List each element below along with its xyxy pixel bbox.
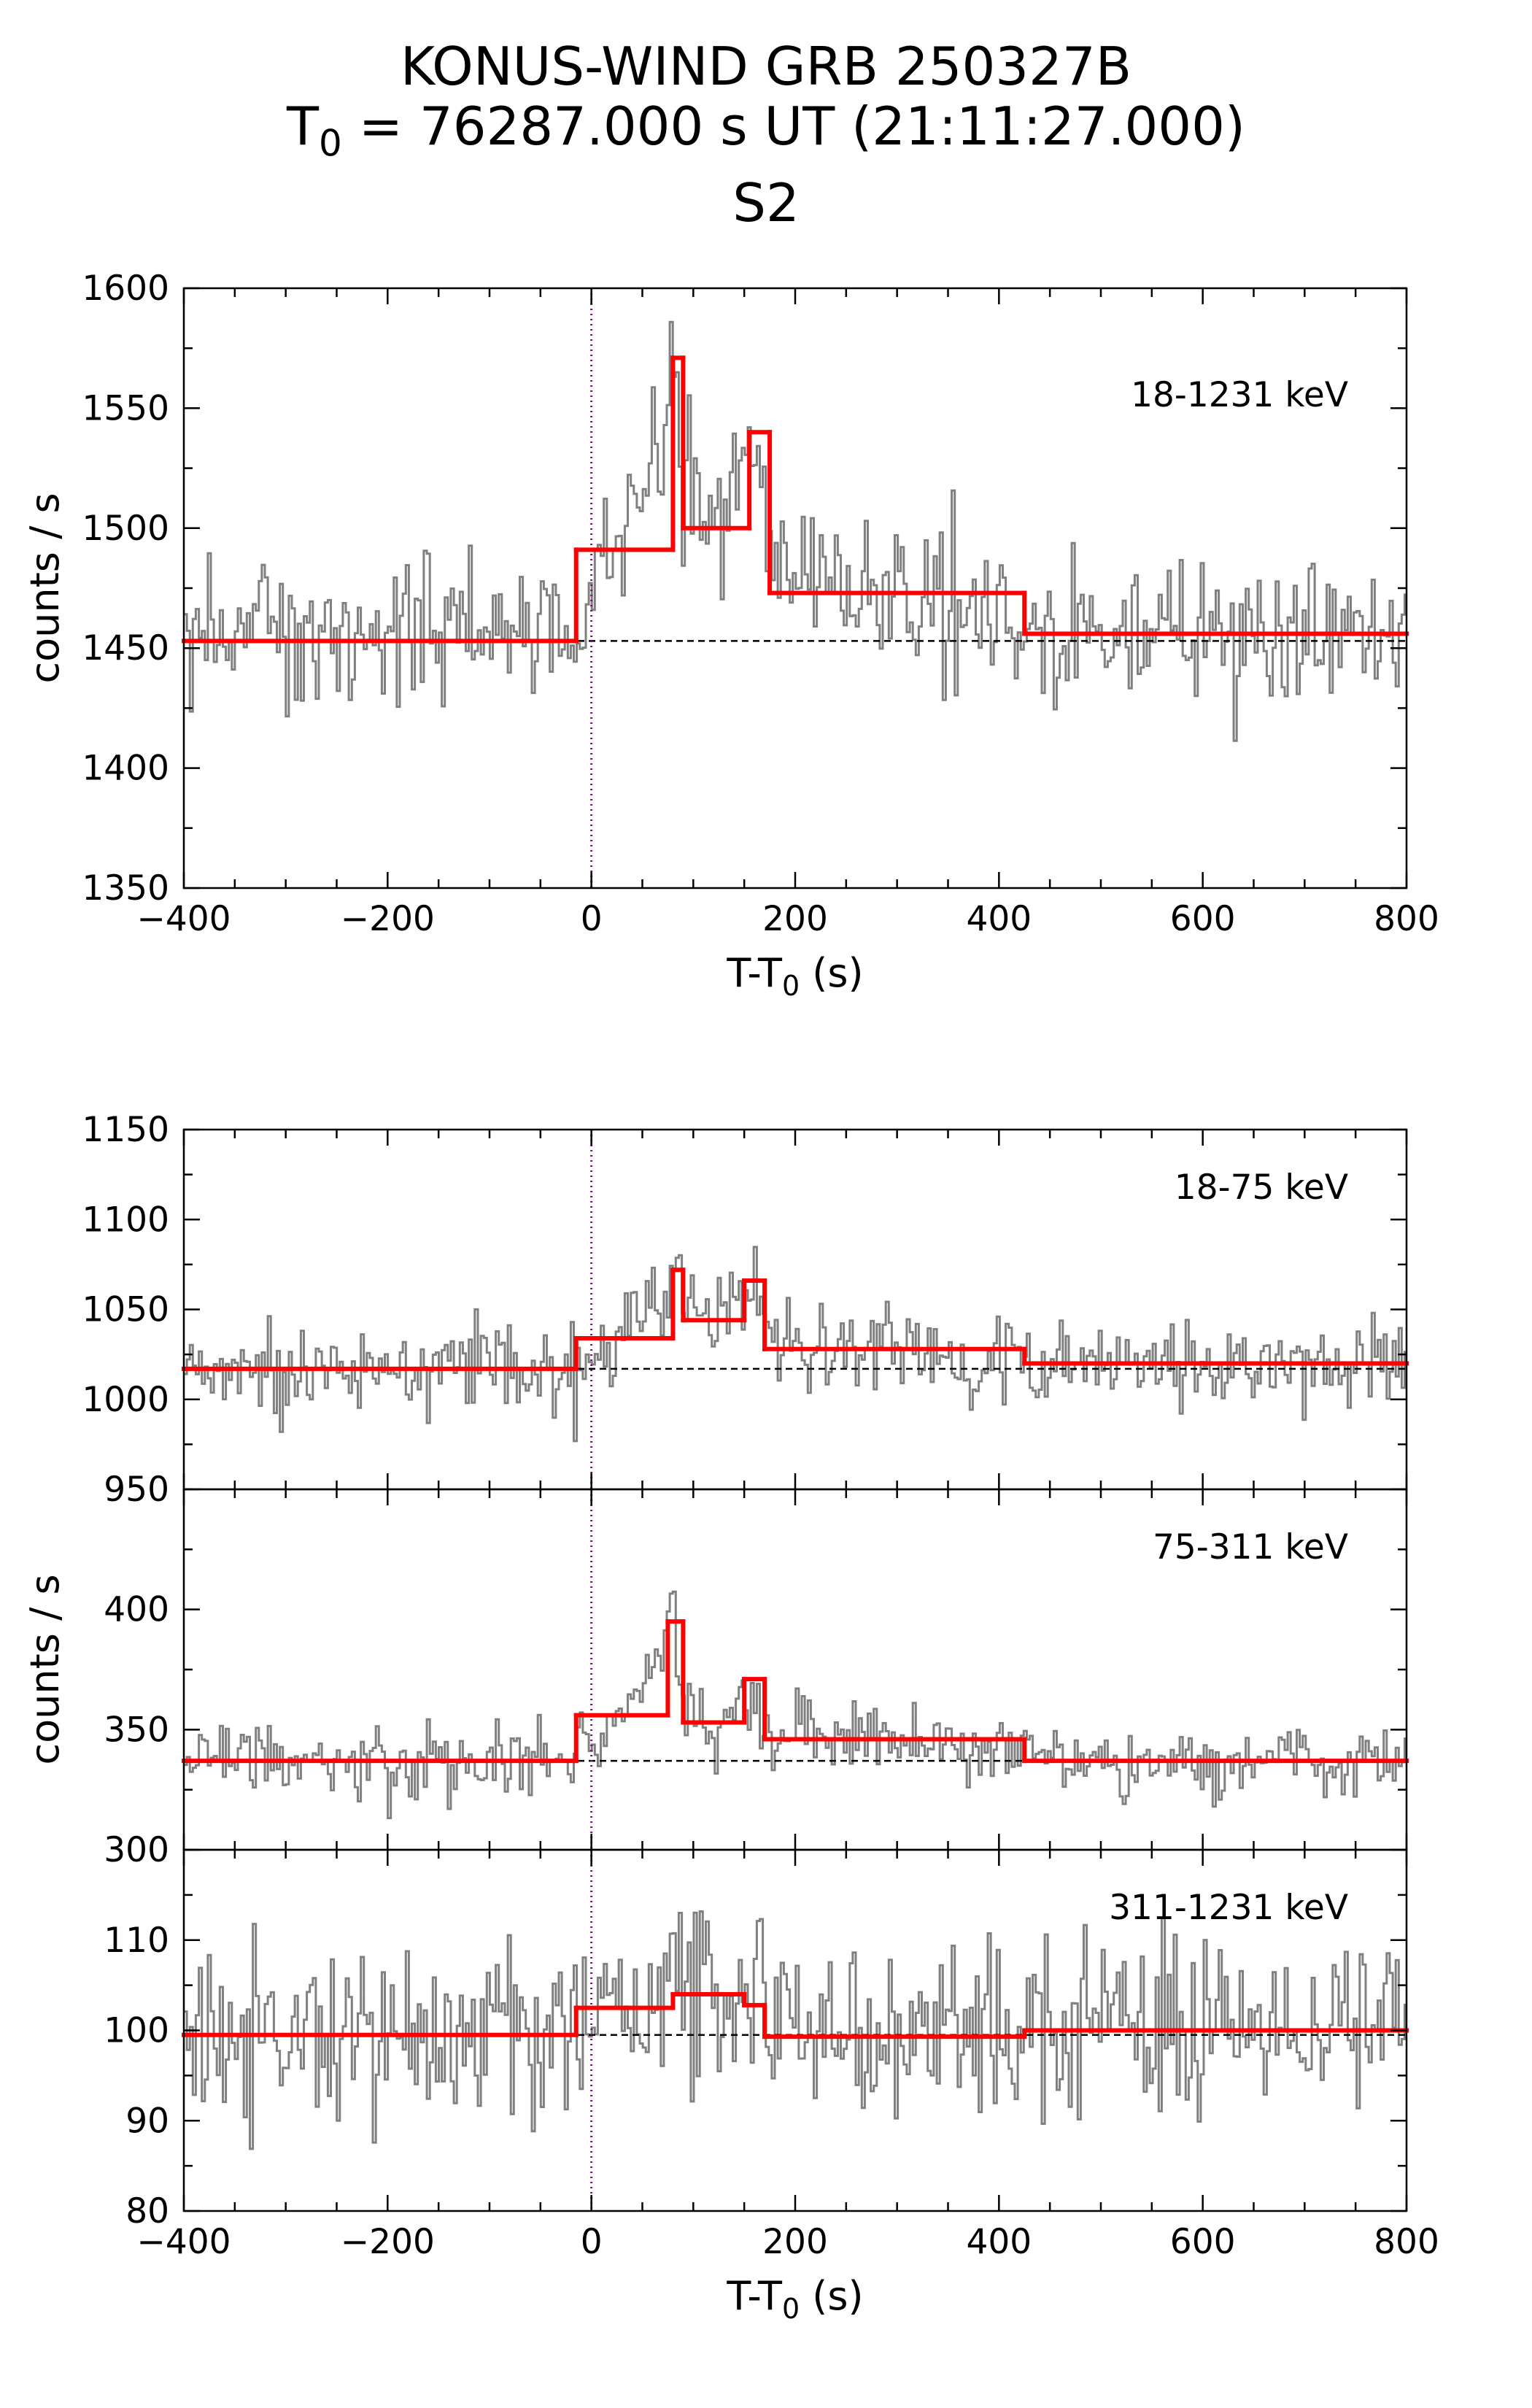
x-tick-label: 800 <box>1374 2222 1439 2262</box>
y-tick-label: 80 <box>125 2191 169 2231</box>
y-tick-label: 1550 <box>82 388 169 428</box>
lightcurve-series <box>184 1590 1407 1820</box>
energy-band-label: 311-1231 keV <box>1109 1888 1348 1928</box>
x-tick-label: −400 <box>136 899 231 939</box>
title-t0-value: = 76287.000 s UT (21:11:27.000) <box>341 96 1245 157</box>
y-tick-label: 1000 <box>82 1380 169 1420</box>
y-tick-label: 100 <box>104 2011 169 2051</box>
x-tick-label: 400 <box>966 899 1032 939</box>
panel-bottom-1: 950 1000 1050 1100 1150 18-75 keV <box>82 1110 1409 1510</box>
figure-title: KONUS-WIND GRB 250327B T0 = 76287.000 s … <box>0 36 1532 233</box>
panel-bottom-2: 300 350 400 75-311 keV counts / s <box>22 1488 1409 1870</box>
y-tick-label: 110 <box>104 1921 169 1961</box>
energy-band-label: 18-1231 keV <box>1131 375 1348 415</box>
x-tick-label: 0 <box>581 2222 603 2262</box>
energy-band-label: 75-311 keV <box>1153 1527 1348 1567</box>
x-tick-label: 600 <box>1170 899 1236 939</box>
y-tick-label: 1150 <box>82 1110 169 1150</box>
title-line-3: S2 <box>732 172 800 234</box>
x-tick-label: 800 <box>1374 899 1439 939</box>
x-tick-label: 200 <box>762 899 828 939</box>
y-tick-label: 950 <box>104 1470 169 1510</box>
x-tick-label: 400 <box>966 2222 1032 2262</box>
y-axis-label: counts / s <box>22 493 68 683</box>
y-tick-label: 1100 <box>82 1200 169 1240</box>
x-tick-label: 0 <box>581 899 603 939</box>
panel-bottom-3: 80 90 100 110 −400 −200 0 200 400 600 800 T-T0 (s) 3… <box>104 1848 1439 2325</box>
y-tick-label: 1600 <box>82 269 169 309</box>
lightcurve-series <box>184 1246 1407 1443</box>
panel-top: 1350 1400 1450 1500 1550 1600 −400 −200 0 200 400 6… <box>22 269 1439 1002</box>
y-tick-label: 1450 <box>82 628 169 668</box>
lightcurve-series <box>184 320 1407 742</box>
title-t-symbol: T <box>287 96 319 157</box>
x-axis-label: T-T0 (s) <box>726 2273 863 2325</box>
title-t-subscript: 0 <box>319 122 342 165</box>
y-tick-label: 400 <box>104 1590 169 1630</box>
y-tick-label: 1350 <box>82 868 169 908</box>
title-line-2: T0 = 76287.000 s UT (21:11:27.000) <box>0 96 1532 173</box>
x-tick-label: −200 <box>341 2222 435 2262</box>
x-axis-label: T-T0 (s) <box>726 950 863 1002</box>
y-tick-label: 90 <box>125 2101 169 2141</box>
x-tick-label: −200 <box>341 899 435 939</box>
energy-band-label: 18-75 keV <box>1175 1168 1348 1208</box>
x-tick-label: −400 <box>136 2222 231 2262</box>
y-tick-label: 1500 <box>82 509 169 549</box>
y-tick-label: 1050 <box>82 1290 169 1330</box>
y-tick-label: 300 <box>104 1830 169 1870</box>
x-tick-label: 600 <box>1170 2222 1236 2262</box>
y-tick-label: 1400 <box>82 749 169 789</box>
y-axis-label: counts / s <box>22 1574 68 1764</box>
title-line-1: KONUS-WIND GRB 250327B <box>400 36 1132 97</box>
y-tick-label: 350 <box>104 1710 169 1750</box>
x-tick-label: 200 <box>762 2222 828 2262</box>
lightcurve-series <box>184 1910 1407 2150</box>
